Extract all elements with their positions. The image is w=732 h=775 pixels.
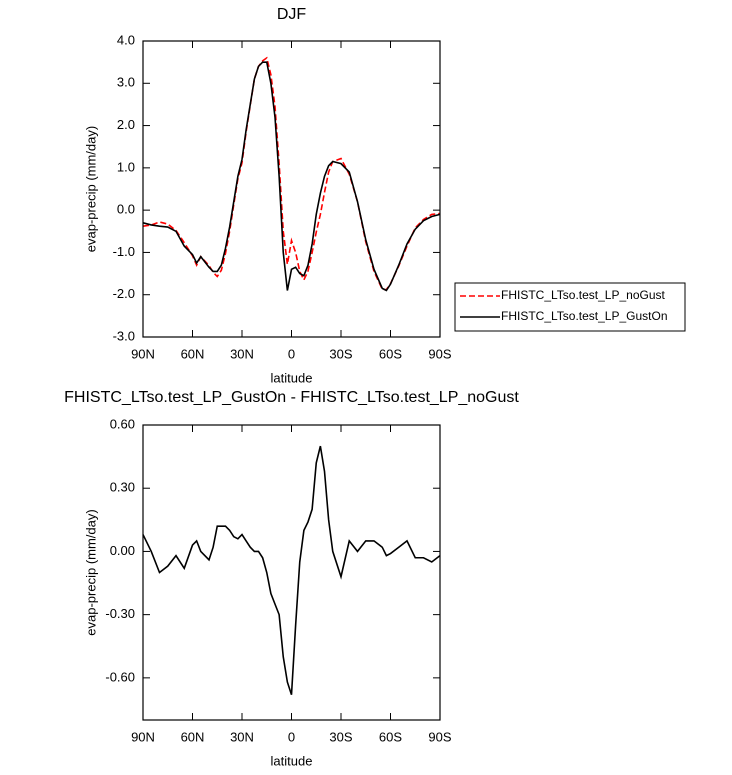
y-tick-label: 0.60	[110, 416, 135, 431]
chart-title: DJF	[277, 6, 307, 23]
y-tick-label: -0.60	[105, 669, 135, 684]
x-tick-label: 0	[288, 346, 295, 361]
x-tick-label: 30N	[230, 729, 254, 744]
x-tick-label: 90N	[131, 346, 155, 361]
y-axis-label: evap-precip (mm/day)	[83, 509, 98, 635]
data-line	[142, 56, 441, 291]
x-tick-label: 90S	[428, 729, 451, 744]
data-line	[142, 61, 441, 292]
plot-frame	[142, 40, 441, 338]
y-tick-label: 1.0	[117, 159, 135, 174]
x-tick-label: 30N	[230, 346, 254, 361]
y-tick-label: 4.0	[117, 32, 135, 47]
x-tick-label: 30S	[329, 729, 352, 744]
y-tick-label: 0.0	[117, 202, 135, 217]
y-tick-label: -1.0	[113, 244, 135, 259]
x-tick-label: 90S	[428, 346, 451, 361]
legend-box	[454, 282, 686, 332]
x-axis-label: latitude	[271, 370, 313, 385]
y-tick-label: 3.0	[117, 75, 135, 90]
y-tick-label: 0.30	[110, 480, 135, 495]
x-tick-label: 90N	[131, 729, 155, 744]
y-axis-label: evap-precip (mm/day)	[83, 126, 98, 252]
y-tick-label: -2.0	[113, 286, 135, 301]
legend-label: FHISTC_LTso.test_LP_GustOn	[501, 309, 668, 323]
y-tick-label: -3.0	[113, 328, 135, 343]
data-line	[142, 445, 441, 695]
chart-title: FHISTC_LTso.test_LP_GustOn - FHISTC_LTso…	[64, 389, 519, 406]
y-tick-label: 2.0	[117, 117, 135, 132]
y-tick-label: 0.00	[110, 543, 135, 558]
x-tick-label: 60S	[379, 346, 402, 361]
x-tick-label: 30S	[329, 346, 352, 361]
y-tick-label: -0.30	[105, 606, 135, 621]
x-axis-label: latitude	[271, 753, 313, 768]
x-tick-label: 60N	[181, 729, 205, 744]
plot-frame	[142, 424, 441, 721]
legend-label: FHISTC_LTso.test_LP_noGust	[501, 288, 666, 302]
x-tick-label: 0	[288, 729, 295, 744]
x-tick-label: 60N	[181, 346, 205, 361]
x-tick-label: 60S	[379, 729, 402, 744]
